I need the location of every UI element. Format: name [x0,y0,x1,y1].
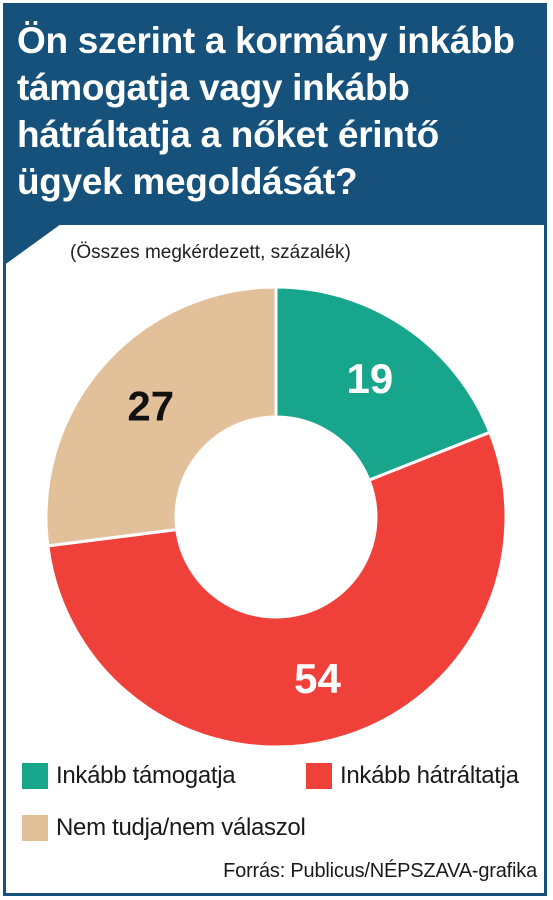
legend: Inkább támogatja Inkább hátráltatja Nem … [22,762,542,852]
source-credit: Forrás: Publicus/NÉPSZAVA-grafika [223,860,537,882]
donut-data-labels: 19 54 27 [127,355,393,702]
legend-item-hatraltatja: Inkább hátráltatja [306,762,519,790]
chart-subtitle: (Összes megkérdezett, százalék) [70,242,351,263]
slice-hatraltatja [46,430,508,749]
legend-label: Inkább hátráltatja [340,762,519,789]
legend-item-nem-tudja: Nem tudja/nem válaszol [22,814,306,842]
legend-label: Inkább támogatja [56,762,236,789]
header-pointer [3,224,61,266]
chart-title: Ön szerint a kormány inkább támogatja va… [17,20,515,202]
slice-tamogatja [274,285,492,483]
data-label-tamogatja: 19 [347,355,394,402]
legend-label: Nem tudja/nem válaszol [56,814,306,841]
slice-nem-tudja [44,285,278,548]
legend-item-tamogatja: Inkább támogatja [22,762,236,790]
data-label-hatraltatja: 54 [294,655,341,702]
legend-swatch [306,763,332,789]
legend-swatch [22,763,48,789]
legend-swatch [22,815,48,841]
header-panel: Ön szerint a kormány inkább támogatja va… [3,3,547,225]
data-label-nem-tudja: 27 [127,383,174,430]
donut-slices [44,285,508,749]
